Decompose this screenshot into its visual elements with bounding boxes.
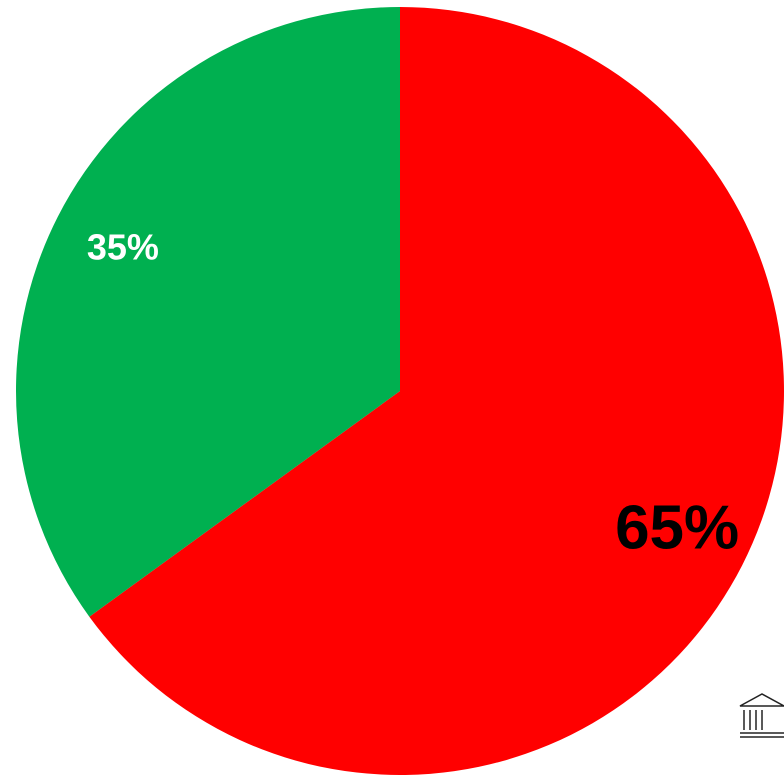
logo xyxy=(739,693,784,738)
pie-slice xyxy=(89,7,784,775)
data-label: 65% xyxy=(615,494,739,563)
pie-slice xyxy=(15,7,401,617)
data-label: 35% xyxy=(87,226,159,267)
